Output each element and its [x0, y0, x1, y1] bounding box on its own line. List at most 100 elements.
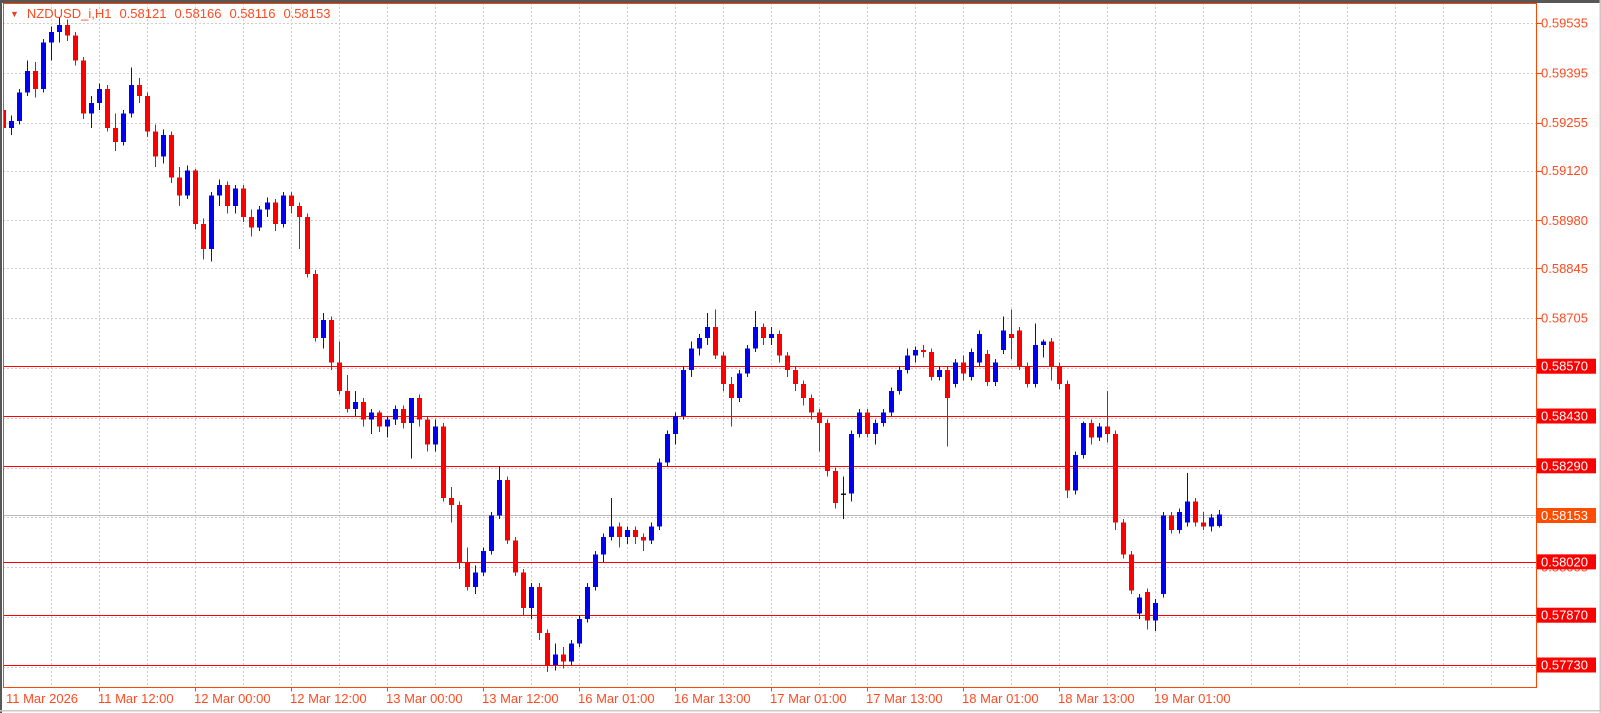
window-frame-top	[0, 0, 1601, 3]
candle-body	[985, 353, 990, 383]
candle-body	[769, 334, 774, 338]
candle	[89, 95, 94, 128]
candle-body	[609, 526, 614, 537]
candle	[769, 327, 774, 345]
candle-body	[289, 195, 294, 207]
candle-body	[801, 384, 806, 399]
candle-body	[817, 412, 822, 424]
candle-body	[849, 433, 854, 494]
candle-body	[737, 373, 742, 399]
window-frame-right	[1599, 0, 1601, 713]
candle-body	[433, 426, 438, 445]
chevron-down-icon[interactable]: ▼	[10, 8, 19, 19]
candle	[345, 375, 350, 413]
time-label: 18 Mar 13:00	[1058, 691, 1135, 706]
ohlc-low: 0.58116	[229, 6, 276, 21]
candle-body	[1057, 366, 1062, 385]
candle-body	[841, 493, 846, 495]
candle	[153, 124, 158, 168]
price-grid-label: 0.58845	[1541, 261, 1588, 276]
candle	[817, 408, 822, 452]
candle-body	[105, 88, 110, 128]
candle-body	[865, 412, 870, 434]
ohlc-close: 0.58153	[283, 6, 331, 21]
level-lines[interactable]	[3, 366, 1537, 666]
candle-body	[185, 170, 190, 196]
price-axis[interactable]: 0.59535 0.59395 0.59255 0.59120 0.58980 0.588…	[1536, 16, 1597, 675]
level-price-label[interactable]	[1537, 554, 1596, 570]
candle-body	[777, 334, 782, 356]
candle	[41, 39, 46, 93]
candle	[329, 316, 334, 370]
candle	[929, 348, 934, 381]
candle-body	[793, 369, 798, 385]
candle	[17, 88, 22, 125]
candle	[33, 62, 38, 98]
candle-body	[977, 334, 982, 363]
candle	[161, 129, 166, 164]
level-price-label[interactable]	[1537, 657, 1596, 673]
candle-body	[369, 412, 374, 420]
candle	[1057, 362, 1062, 390]
candle	[105, 85, 110, 132]
candle-body	[329, 319, 334, 363]
candle	[297, 202, 302, 249]
level-price-label[interactable]	[1537, 458, 1596, 474]
candle-body	[881, 412, 886, 424]
candle	[1105, 391, 1110, 443]
candle-body	[313, 273, 318, 338]
candle-body	[953, 362, 958, 385]
candle	[873, 419, 878, 445]
candle-body	[361, 401, 366, 420]
time-label: 12 Mar 00:00	[194, 691, 271, 706]
candle	[825, 419, 830, 477]
time-label: 13 Mar 00:00	[386, 691, 463, 706]
candle	[761, 323, 766, 345]
candle	[921, 344, 926, 358]
candle-body	[81, 60, 86, 114]
candle-body	[545, 632, 550, 665]
candle	[617, 522, 622, 548]
level-price-label[interactable]	[1537, 408, 1596, 424]
time-axis[interactable]: 11 Mar 2026 11 Mar 12:00 12 Mar 00:00 12 Ma…	[6, 687, 1231, 707]
candle-body	[121, 113, 126, 143]
candle-body	[529, 586, 534, 609]
candle	[953, 359, 958, 388]
candle-body	[25, 71, 30, 93]
candle	[545, 629, 550, 673]
candle-body	[961, 362, 966, 374]
candle	[201, 218, 206, 260]
candle-body	[9, 120, 14, 128]
candle	[209, 191, 214, 262]
candle	[697, 334, 702, 356]
level-price-label[interactable]	[1537, 358, 1596, 374]
candle	[81, 56, 86, 120]
candle-body	[617, 526, 622, 537]
candle-body	[425, 419, 430, 445]
candle-body	[673, 416, 678, 434]
candle-body	[1161, 515, 1166, 594]
candle	[1193, 497, 1198, 527]
candle	[273, 199, 278, 232]
level-price-label-text: 0.57870	[1541, 608, 1588, 623]
candle-body	[153, 131, 158, 157]
level-price-label[interactable]	[1537, 607, 1596, 623]
candle	[857, 408, 862, 438]
candle-body	[353, 401, 358, 409]
candle-body	[337, 362, 342, 392]
candle-body	[281, 195, 286, 224]
candle-body	[1097, 426, 1102, 438]
candle	[217, 179, 222, 207]
candle-body	[201, 223, 206, 249]
candle	[1009, 309, 1014, 360]
candle-body	[929, 352, 934, 377]
candle-body	[305, 216, 310, 274]
candle-body	[377, 412, 382, 427]
candle-body	[225, 184, 230, 207]
candle-body	[321, 319, 326, 338]
candle	[393, 405, 398, 425]
candle	[585, 583, 590, 623]
candle	[537, 583, 542, 641]
